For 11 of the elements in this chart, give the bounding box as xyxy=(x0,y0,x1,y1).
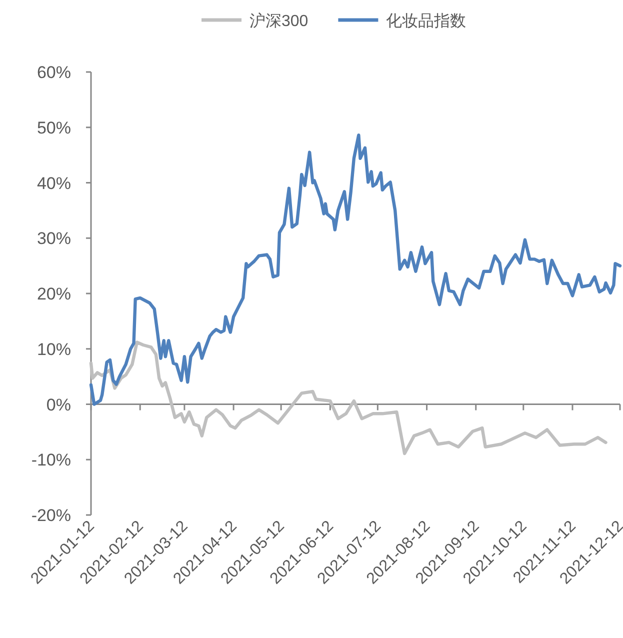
y-tick-label: 20% xyxy=(36,284,71,304)
y-tick-label: -10% xyxy=(31,450,71,470)
y-tick-label: 10% xyxy=(36,340,71,359)
y-tick-label: 50% xyxy=(36,118,71,138)
y-tick-label: 0% xyxy=(46,395,71,414)
y-tick-label: 60% xyxy=(36,63,71,82)
legend-label: 沪深300 xyxy=(250,12,308,30)
y-tick-label: -20% xyxy=(31,506,71,525)
y-tick-label: 40% xyxy=(36,174,71,193)
y-tick-label: 30% xyxy=(36,229,71,248)
legend-label: 化妆品指数 xyxy=(386,12,466,30)
